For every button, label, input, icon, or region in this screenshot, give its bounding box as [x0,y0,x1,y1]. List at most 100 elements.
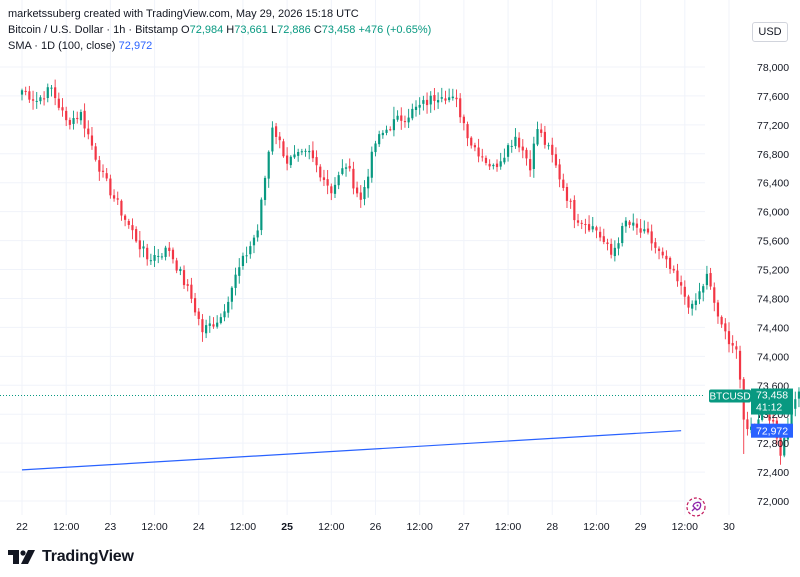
candle-body [315,157,318,166]
candle-body [278,136,281,141]
candle-body [543,131,546,145]
candle-body [602,236,605,242]
sma-price-value: 72,972 [756,426,788,438]
candle-body [643,229,646,232]
candle-body [389,129,392,131]
candle-body [378,134,381,145]
sma-price-tag [751,423,793,438]
candle-body [289,156,292,166]
candle-body [116,198,119,200]
candle-body [46,87,49,99]
last-price-tag [751,388,793,415]
candle-body [322,177,326,180]
candle-body [241,255,245,266]
candle-body [267,151,270,179]
x-tick-label: 26 [370,521,382,533]
close-value: 73,458 [321,24,356,36]
candle-body [186,284,189,286]
candle-body [245,255,248,257]
candle-body [687,296,690,308]
candle-body [403,121,407,123]
candle-body [396,115,399,120]
sma-legend[interactable]: SMA · 1D (100, close) 72,972 [8,38,431,54]
candles-layer [20,79,800,465]
candle-body [488,163,491,167]
candle-body [223,311,226,318]
low-value: 72,886 [277,24,311,36]
candle-body [757,419,760,428]
candle-body [149,260,152,262]
candle-body [790,407,793,427]
x-tick-label: 12:00 [407,521,433,533]
candle-body [779,437,782,456]
x-tick-label: 12:00 [672,521,698,533]
candle-body [418,104,421,108]
ohlc-line: Bitcoin / U.S. Dollar · 1h · Bitstamp O7… [8,22,431,38]
currency-button[interactable]: USD [752,22,788,42]
candle-body [208,323,211,326]
candle-body [109,178,112,196]
candle-body [617,243,620,249]
candle-body [363,187,366,200]
chart-header: marketssuberg created with TradingView.c… [8,6,431,54]
candle-body [698,291,701,300]
last-price-value: 73,458 [756,390,788,402]
rocket-icon[interactable] [686,497,706,517]
candle-body [311,150,315,159]
candle-body [370,151,373,178]
candle-body [35,100,38,102]
candle-body [525,149,528,159]
candle-body [503,157,506,163]
candle-body [227,301,230,313]
candle-body [702,286,705,293]
x-tick-label: 12:00 [318,521,344,533]
candle-body [160,256,164,258]
candle-body [510,145,513,147]
candle-body [554,154,558,166]
symbol-name[interactable]: Bitcoin / U.S. Dollar · 1h · Bitstamp [8,24,178,36]
candle-body [429,95,432,105]
candle-body [171,249,175,260]
x-tick-label: 29 [635,521,647,533]
candle-body [425,99,429,106]
candle-body [28,91,31,100]
candle-body [230,287,233,302]
candle-body [282,141,285,157]
candle-body [94,146,97,160]
candle-body [54,87,57,99]
close-label: C [313,24,322,36]
candle-body [212,324,215,327]
candle-body [157,255,160,257]
x-tick-label: 27 [458,521,470,533]
candle-body [738,350,742,380]
candle-body [308,150,311,153]
candle-body [341,168,344,174]
candle-body [216,322,219,327]
candle-body [731,343,734,346]
candle-body [536,129,539,145]
candle-body [182,270,186,286]
candle-body [205,325,208,334]
chart-grid [0,0,730,515]
candle-body [175,260,178,271]
candle-body [639,228,642,233]
x-tick-label: 12:00 [583,521,609,533]
candle-body [72,118,75,124]
candle-body [529,159,532,171]
candle-body [57,98,60,108]
candle-body [65,110,68,121]
candle-body [326,179,329,186]
high-value: 73,661 [234,24,268,36]
candle-body [709,273,712,287]
candle-body [344,167,348,169]
candle-body [400,115,403,121]
candle-body [547,145,550,147]
candle-body [558,164,561,180]
candle-body [359,192,362,200]
x-tick-label: 22 [16,521,28,533]
candle-body [591,226,594,230]
candle-body [260,199,263,231]
candle-body [746,419,749,430]
candle-body [459,98,462,118]
